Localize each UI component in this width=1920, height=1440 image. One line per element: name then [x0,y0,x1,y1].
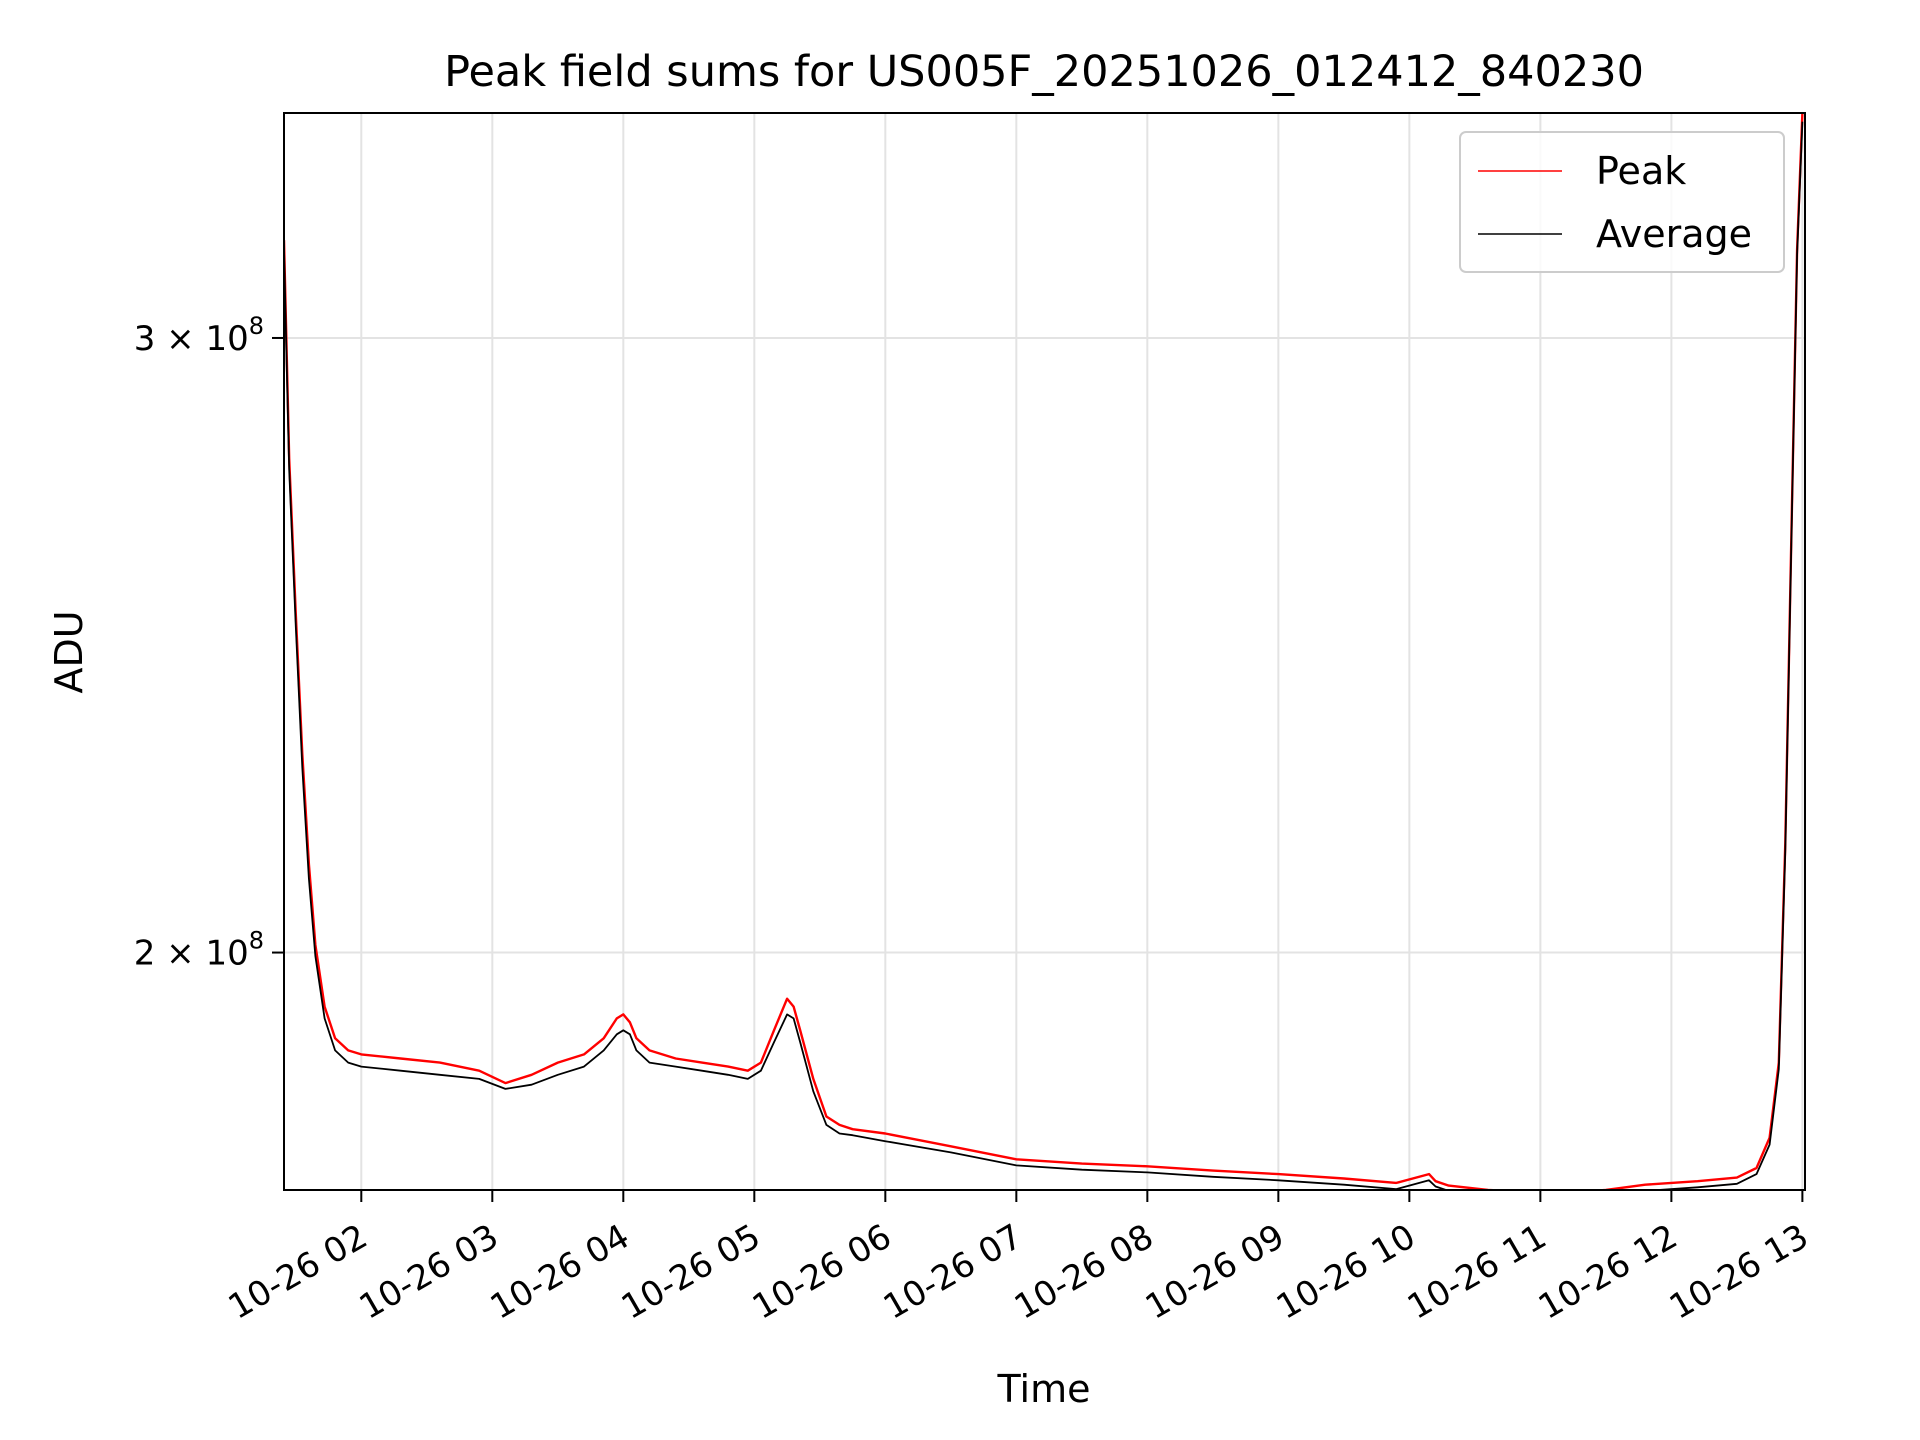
series-peak-line [284,113,1804,1190]
y-tick-label-0: 2 × 108 [134,927,264,974]
y-tick-label-1: 3 × 108 [134,312,264,359]
legend-box [1459,131,1785,273]
legend: Peak Average [1459,131,1785,273]
series-layer [284,113,1804,1190]
grid [284,113,1805,1190]
x-axis-label: Time [997,1367,1091,1411]
legend-label-peak: Peak [1596,149,1686,193]
chart-title: Peak field sums for US005F_20251026_0124… [444,47,1644,97]
legend-label-average: Average [1596,212,1752,256]
series-average-line [284,121,1804,1190]
plot-frame [283,112,1806,1191]
y-axis-label: ADU [47,610,91,693]
y-axis: 2 × 108 3 × 108 [134,312,284,974]
